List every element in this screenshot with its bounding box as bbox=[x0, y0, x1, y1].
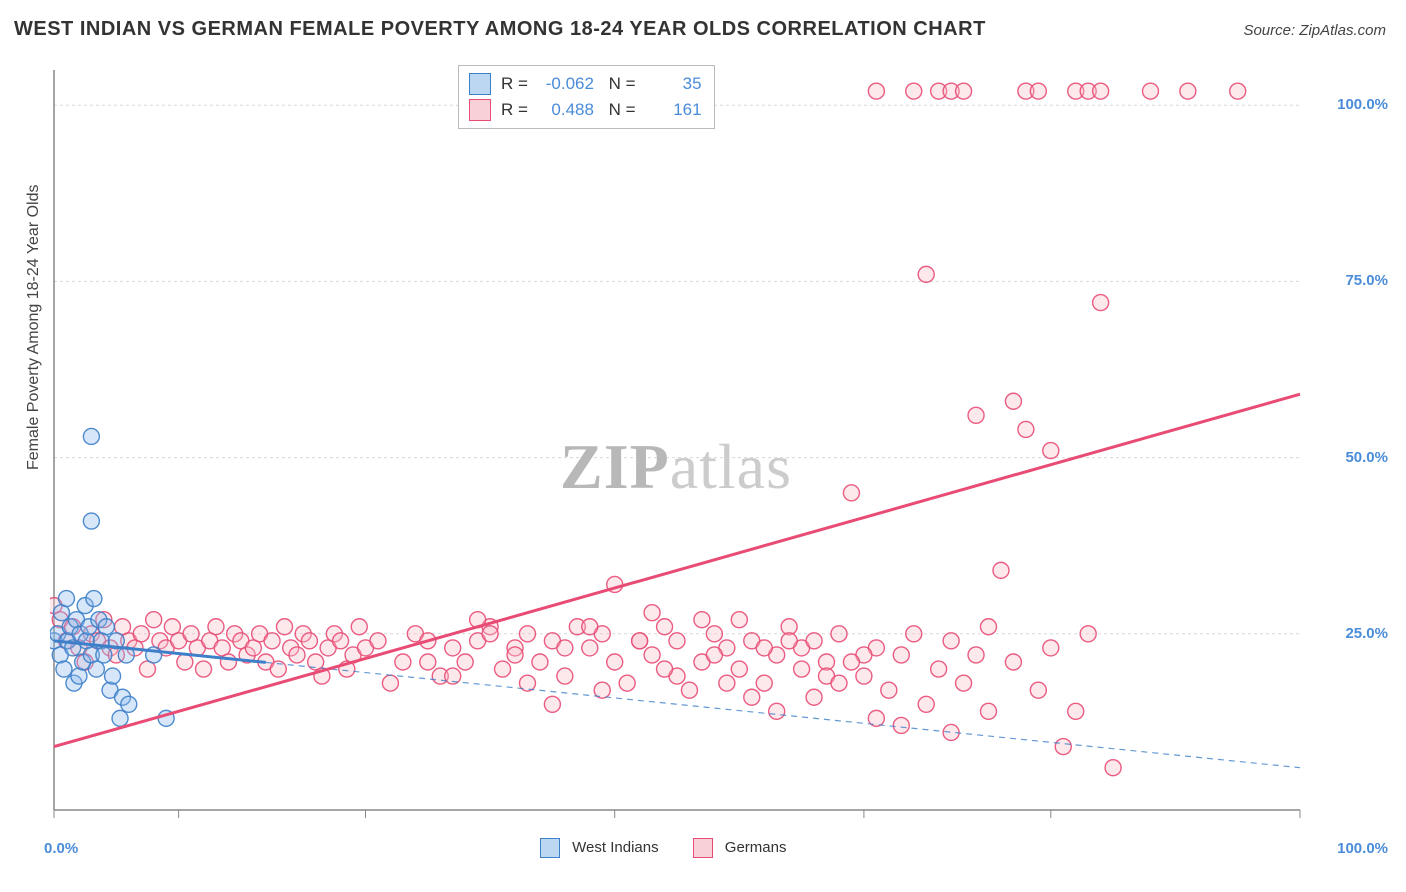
legend-row-german: R =0.488 N =161 bbox=[469, 97, 702, 123]
chart-title: WEST INDIAN VS GERMAN FEMALE POVERTY AMO… bbox=[14, 18, 986, 41]
legend-square-german bbox=[693, 838, 713, 858]
legend-square-west bbox=[540, 838, 560, 858]
legend-row-west: R =-0.062 N =35 bbox=[469, 71, 702, 97]
scatter-plot-svg bbox=[50, 60, 1390, 820]
y-tick-50: 50.0% bbox=[1308, 449, 1388, 466]
y-tick-25: 25.0% bbox=[1308, 625, 1388, 642]
y-tick-100: 100.0% bbox=[1308, 96, 1388, 113]
legend-label-german: Germans bbox=[725, 839, 787, 856]
legend-item-west: West Indians bbox=[540, 838, 659, 858]
legend-swatch-german bbox=[469, 99, 491, 121]
legend-label-west: West Indians bbox=[572, 839, 658, 856]
x-tick-0: 0.0% bbox=[44, 840, 78, 857]
legend-item-german: Germans bbox=[693, 838, 787, 858]
correlation-legend: R =-0.062 N =35 R =0.488 N =161 bbox=[458, 65, 715, 129]
x-tick-100: 100.0% bbox=[1337, 840, 1388, 857]
chart-area bbox=[50, 60, 1390, 820]
y-axis-label: Female Poverty Among 18-24 Year Olds bbox=[25, 185, 43, 471]
series-legend: West Indians Germans bbox=[540, 838, 786, 858]
legend-swatch-west bbox=[469, 73, 491, 95]
source-attribution: Source: ZipAtlas.com bbox=[1243, 22, 1386, 39]
y-tick-75: 75.0% bbox=[1308, 272, 1388, 289]
